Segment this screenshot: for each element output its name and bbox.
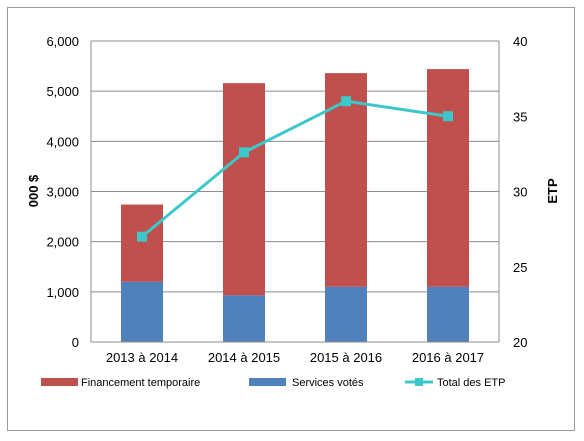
y2-tick-label: 35 bbox=[513, 109, 527, 124]
legend-marker bbox=[415, 378, 423, 386]
legend-label: Total des ETP bbox=[437, 377, 505, 389]
bar-financement-temporaire-2 bbox=[223, 83, 265, 296]
y-axis-title: 000 $ bbox=[26, 174, 41, 207]
x-axis-ticks: 2013 à 2014 2014 à 2015 2015 à 2016 2016 à … bbox=[106, 350, 484, 365]
y2-axis-title: ETP bbox=[545, 178, 560, 204]
bar-services-votes-2 bbox=[223, 295, 265, 342]
legend: Financement temporaire Services votés Tota… bbox=[41, 377, 505, 389]
y-tick-label: 1,000 bbox=[46, 285, 79, 300]
legend-label: Financement temporaire bbox=[81, 377, 200, 389]
legend-swatch bbox=[41, 378, 78, 386]
y-tick-label: 5,000 bbox=[46, 84, 79, 99]
bar-financement-temporaire-4 bbox=[427, 69, 469, 287]
y-tick-label: 4,000 bbox=[46, 134, 79, 149]
x-tick-label: 2014 à 2015 bbox=[208, 350, 280, 365]
bar-services-votes-3 bbox=[325, 286, 367, 342]
bars bbox=[121, 69, 469, 342]
bar-services-votes-1 bbox=[121, 281, 163, 342]
line-marker-3 bbox=[341, 96, 351, 107]
line-marker-2 bbox=[239, 147, 249, 158]
legend-swatch bbox=[249, 378, 286, 386]
line-marker-1 bbox=[137, 231, 147, 242]
y2-axis-ticks: 20 25 30 35 40 bbox=[513, 34, 527, 350]
x-tick-label: 2015 à 2016 bbox=[310, 350, 382, 365]
bar-services-votes-4 bbox=[427, 286, 469, 342]
chart-frame: 0 1,000 2,000 3,000 4,000 5,000 6,000 20 25 30 35… bbox=[7, 7, 575, 431]
y2-tick-label: 40 bbox=[513, 34, 527, 49]
x-tick-label: 2016 à 2017 bbox=[412, 350, 484, 365]
line-total-etp bbox=[141, 99, 449, 238]
y-axis-ticks: 0 1,000 2,000 3,000 4,000 5,000 6,000 bbox=[46, 34, 79, 350]
y2-tick-label: 25 bbox=[513, 260, 527, 275]
y2-tick-label: 30 bbox=[513, 185, 527, 200]
line-marker-4 bbox=[443, 111, 453, 122]
axes bbox=[90, 41, 500, 343]
y-tick-label: 2,000 bbox=[46, 235, 79, 250]
line-series bbox=[137, 96, 453, 242]
x-tick-label: 2013 à 2014 bbox=[106, 350, 178, 365]
y-tick-label: 3,000 bbox=[46, 185, 79, 200]
y-tick-label: 0 bbox=[72, 335, 79, 350]
y2-tick-label: 20 bbox=[513, 335, 527, 350]
bar-financement-temporaire-1 bbox=[121, 204, 163, 282]
legend-label: Services votés bbox=[292, 377, 364, 389]
y-tick-label: 6,000 bbox=[46, 34, 79, 49]
